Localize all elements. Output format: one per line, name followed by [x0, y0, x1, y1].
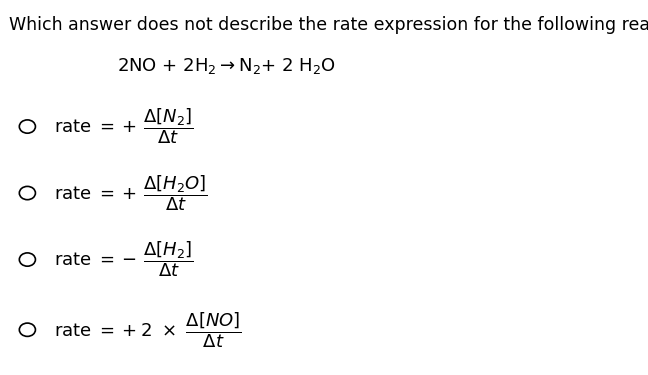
Text: 2NO + 2H$_2$$\rightarrow$N$_2$+ 2 H$_2$O: 2NO + 2H$_2$$\rightarrow$N$_2$+ 2 H$_2$O [117, 56, 336, 76]
Text: Which answer does not describe the rate expression for the following reaction:: Which answer does not describe the rate … [10, 16, 648, 34]
Text: rate $=-\,\dfrac{\Delta[H_2]}{\Delta t}$: rate $=-\,\dfrac{\Delta[H_2]}{\Delta t}$ [54, 240, 194, 279]
Text: rate $=+2\ \times\ \dfrac{\Delta[NO]}{\Delta t}$: rate $=+2\ \times\ \dfrac{\Delta[NO]}{\D… [54, 310, 242, 350]
Text: rate $=+\,\dfrac{\Delta[N_2]}{\Delta t}$: rate $=+\,\dfrac{\Delta[N_2]}{\Delta t}$ [54, 107, 194, 146]
Text: rate $=+\,\dfrac{\Delta[H_2O]}{\Delta t}$: rate $=+\,\dfrac{\Delta[H_2O]}{\Delta t}… [54, 173, 208, 213]
